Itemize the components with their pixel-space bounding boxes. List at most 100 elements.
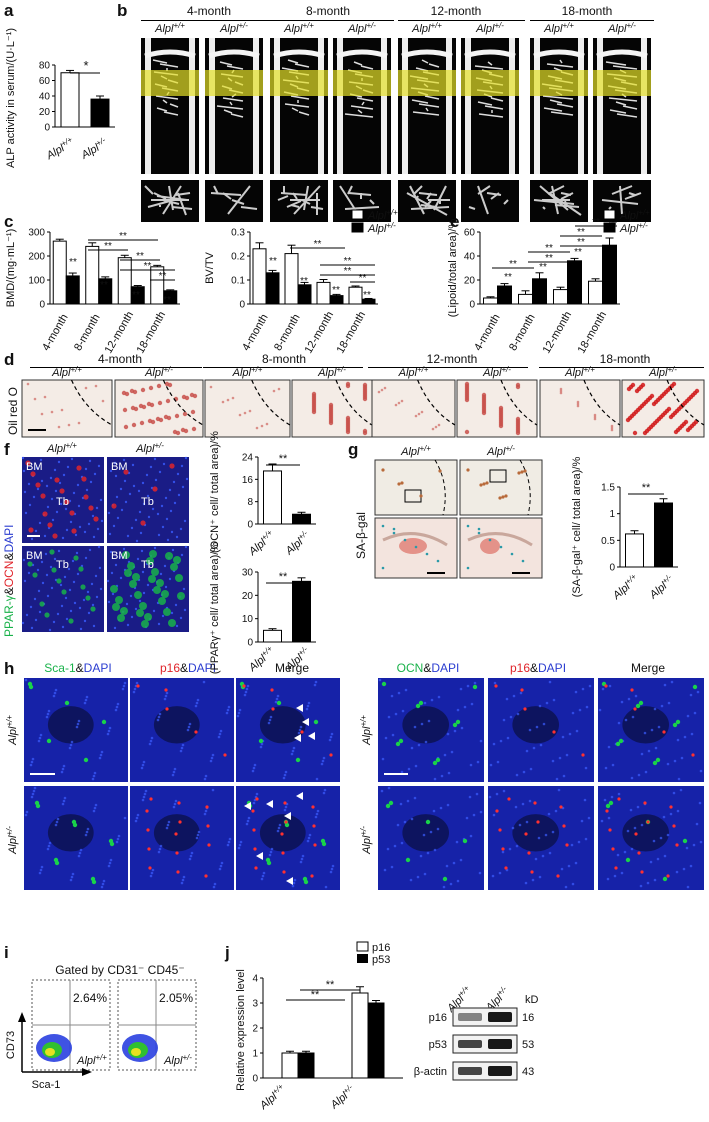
h-dapi-0-1-1-13 — [143, 792, 147, 796]
f-ylabel-top: (OCN⁺ cell/ total area)/% — [209, 431, 221, 553]
oil-droplet-1-22 — [123, 424, 129, 430]
panel-label-b: b — [117, 1, 128, 20]
d-geno-5-base: Alpl — [482, 367, 502, 379]
oil-droplet-1-38 — [167, 382, 173, 388]
h-geno-het-1-sup: +/- — [359, 826, 368, 836]
h-dapi-1-2-1-14 — [633, 826, 637, 830]
h-red-1-1-1-0 — [507, 797, 511, 801]
h-green-1-0-0-0 — [381, 681, 387, 687]
h-dapi-1-1-1-5 — [515, 844, 519, 848]
h-dapi-1-0-0-1 — [401, 709, 405, 713]
h-red-1-1-1-7 — [530, 870, 534, 874]
f-dapi-1-21 — [112, 524, 116, 528]
f-dapi-0-50 — [91, 514, 95, 518]
f-dapi-2-10 — [65, 617, 69, 621]
h-green-1-0-1-4 — [442, 876, 448, 882]
f-dapi-3-47 — [140, 549, 144, 553]
h-dapi-0-0-0-17 — [115, 705, 119, 709]
panel-label-j: j — [225, 943, 230, 962]
f-dapi-1-8 — [185, 477, 189, 481]
h-dapi-0-0-1-16 — [101, 882, 105, 886]
oil-droplet-6-4 — [610, 426, 614, 430]
h-dapi-0-1-0-26 — [133, 687, 137, 691]
h-dapi-0-0-1-32 — [69, 878, 73, 882]
h-dapi-0-2-0-27 — [267, 721, 271, 725]
g-sig: ** — [642, 482, 651, 494]
d-geno-7-sup: +/- — [667, 365, 677, 374]
f-dapi-2-3 — [92, 624, 96, 628]
h-dapi-1-1-1-22 — [498, 871, 502, 875]
h-dapi-0-1-0-15 — [180, 746, 184, 750]
c-bmd-ylabel: BMD/(mg·mL⁻¹) — [5, 229, 17, 308]
h-red-0-1-1-7 — [176, 870, 180, 874]
b-geno-3-sup: +/- — [366, 21, 376, 30]
bar-a-0-1 — [90, 98, 110, 128]
h-dapi-0-1-1-35 — [149, 874, 153, 878]
microct-trab-4-0 — [421, 59, 429, 64]
c-bvtv-bracket-sig-3: ** — [359, 273, 367, 284]
h-red-1-2-1-3 — [614, 866, 618, 870]
h-dapi-1-0-1-13 — [380, 789, 384, 793]
i-geno-0: Alpl+/+ — [76, 1053, 107, 1067]
h-dapi-0-2-0-29 — [313, 683, 317, 687]
h-red-0-2-1-5 — [312, 824, 316, 828]
c-legend-het-swatch — [351, 222, 364, 233]
h-dapi-0-2-1-34 — [237, 846, 241, 850]
oil-droplet-0-5 — [33, 397, 37, 401]
bar-e-1-2 — [567, 260, 582, 305]
h-dapi-1-0-0-2 — [424, 740, 428, 744]
h-dapi-1-2-0-26 — [696, 690, 700, 694]
f-dapi-1-38 — [115, 495, 119, 499]
h-dapi-1-1-0-28 — [525, 749, 529, 753]
i-gate-title: Gated by CD31⁻ CD45⁻ — [55, 963, 185, 977]
h-dapi-1-2-0-23 — [627, 697, 631, 701]
oil-img-2 — [204, 379, 291, 438]
microct-trab-6-12 — [543, 107, 563, 112]
h-dapi-0-2-0-39 — [243, 693, 247, 697]
f-dapi-0-43 — [38, 521, 42, 525]
h-dapi-0-1-0-39 — [132, 690, 136, 694]
age-header-8: 8-month — [305, 4, 351, 18]
h-red-0-1-1-5 — [206, 824, 210, 828]
bar-e-0-0 — [483, 297, 498, 305]
f-x-het-top: Alpl+/- — [282, 528, 313, 557]
h-dapi-0-1-0-38 — [209, 759, 213, 763]
h-dapi-0-2-1-1 — [278, 823, 282, 827]
age-line-12 — [398, 20, 525, 21]
i-xlabel: Sca-1 — [32, 1079, 61, 1091]
c-bvtv-ast-3: ** — [363, 290, 371, 301]
h-dapi-1-0-0-32 — [400, 770, 404, 774]
h-dapi-0-2-0-38 — [320, 762, 324, 766]
h-dapi-0-1-0-30 — [225, 711, 229, 715]
f-dapi-0-46 — [95, 506, 99, 510]
f-dapi-2-41 — [94, 574, 98, 578]
microct-3d-strut-4-8 — [433, 185, 447, 211]
f-x-het-bot: Alpl+/- — [282, 644, 313, 673]
h-dapi-1-2-0-31 — [607, 745, 611, 749]
f-dapi-2-17 — [38, 610, 42, 614]
oil-line-18 — [539, 367, 704, 368]
f-signal-0-2 — [83, 494, 89, 500]
h-dapi-0-0-0-33 — [83, 701, 87, 705]
microct-trab-3-0 — [353, 61, 363, 66]
panel-label-f: f — [4, 440, 10, 459]
h-dapi-0-1-0-25 — [210, 756, 214, 760]
i-pct-0: 2.64% — [73, 991, 107, 1005]
oil-droplet-1-15 — [156, 383, 162, 389]
f-dapi-2-30 — [45, 573, 49, 577]
f-dapi-2-56 — [59, 583, 63, 587]
g-stain-1-8 — [498, 496, 502, 500]
f-dapi-0-10 — [51, 518, 55, 522]
h-dapi-1-1-0-35 — [584, 766, 588, 770]
h-dapi-1-1-0-38 — [551, 759, 555, 763]
h-dapi-1-0-0-22 — [476, 760, 480, 764]
h-green-0-0-0-1 — [64, 700, 70, 706]
h-dapi-1-2-0-9 — [611, 763, 615, 767]
ytick-label-j-4: 4 — [252, 974, 258, 985]
microct-trab-3-1 — [360, 65, 374, 70]
bar-c-bmd-0-1 — [85, 245, 100, 305]
ytick-label-c-bmd-3: 300 — [28, 228, 45, 239]
f-sig-top: ** — [279, 453, 288, 465]
h-dapi-1-1-1-32 — [524, 881, 528, 885]
e-ast-0: ** — [504, 272, 512, 283]
